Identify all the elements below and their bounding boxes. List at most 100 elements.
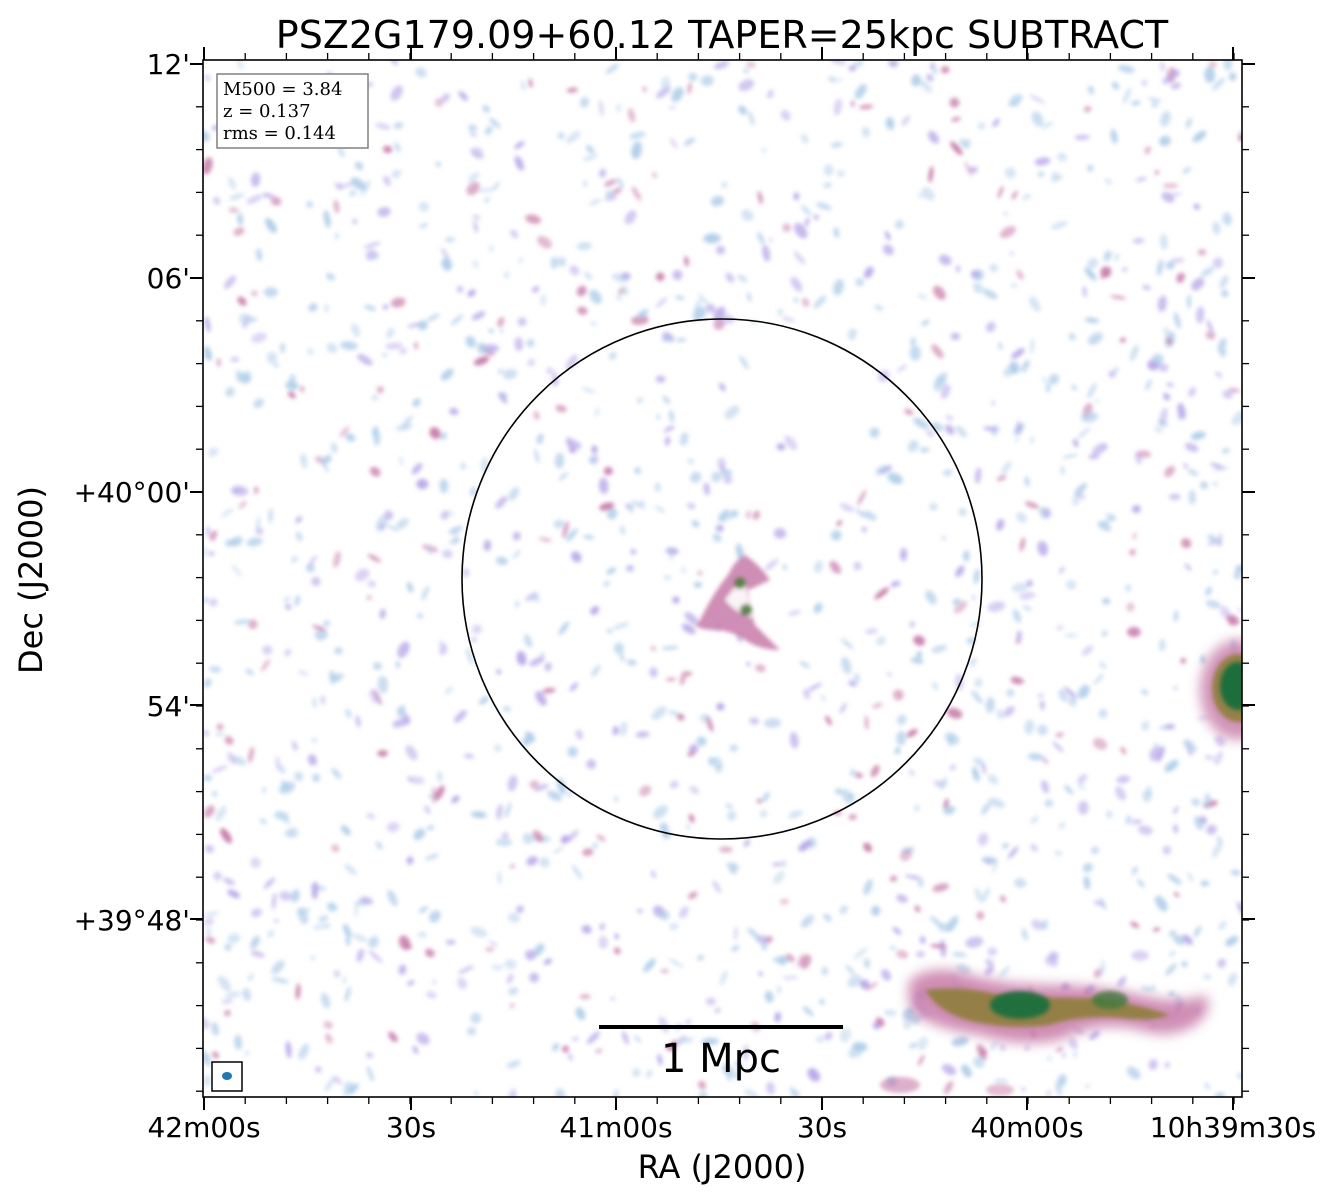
noise-speck [985, 321, 996, 333]
noise-speck [1237, 1073, 1242, 1079]
noise-speck [405, 745, 418, 761]
noise-speck [1054, 851, 1062, 856]
noise-speck [661, 646, 679, 650]
noise-speck [996, 709, 1005, 720]
noise-speck [366, 813, 375, 820]
noise-speck [217, 975, 231, 992]
noise-speck [344, 986, 351, 1002]
noise-speck [1213, 569, 1219, 575]
noise-speck [439, 478, 449, 494]
noise-speck [713, 60, 730, 70]
noise-speck [1037, 724, 1048, 736]
noise-speck [412, 1045, 419, 1055]
noise-speck [505, 802, 512, 818]
noise-speck [833, 227, 840, 238]
noise-speck [794, 222, 808, 239]
noise-speck [875, 1017, 885, 1027]
noise-speck [1108, 370, 1116, 378]
noise-speck [334, 647, 343, 655]
noise-speck [857, 489, 867, 506]
noise-speck [1052, 741, 1064, 753]
noise-speck [409, 776, 425, 785]
noise-speck [575, 1007, 586, 1020]
noise-speck [984, 965, 995, 976]
noise-speck [716, 702, 725, 711]
noise-speck [453, 532, 458, 546]
noise-speck [499, 328, 504, 333]
noise-speck [698, 1080, 706, 1090]
noise-speck [1159, 233, 1168, 250]
noise-speck [614, 933, 620, 940]
noise-speck [1167, 991, 1176, 997]
noise-speck [1203, 793, 1212, 809]
noise-speck [1099, 661, 1107, 669]
noise-speck [351, 323, 360, 338]
noise-speck [853, 561, 862, 571]
noise-speck [382, 304, 389, 310]
noise-speck [814, 560, 823, 574]
noise-speck [369, 689, 381, 704]
noise-speck [735, 543, 744, 561]
noise-speck [209, 530, 218, 541]
info-box: M500 = 3.84 z = 0.137 rms = 0.144 [216, 73, 369, 149]
noise-speck [324, 1077, 335, 1092]
noise-speck [779, 898, 789, 905]
noise-speck [1087, 382, 1097, 399]
noise-speck [470, 926, 488, 938]
noise-speck [1169, 950, 1176, 957]
noise-speck [605, 190, 615, 198]
noise-speck [688, 72, 698, 82]
noise-speck [483, 539, 492, 552]
noise-speck [830, 142, 843, 148]
noise-speck [276, 756, 280, 770]
noise-speck [963, 138, 972, 147]
noise-speck [375, 123, 391, 130]
noise-speck [1156, 259, 1164, 276]
noise-speck [664, 436, 671, 446]
noise-speck [711, 471, 722, 483]
noise-speck [396, 705, 406, 717]
noise-speck [359, 896, 374, 905]
noise-speck [583, 535, 595, 540]
noise-speck [384, 510, 394, 521]
y-tick-label: +40°00' [74, 476, 190, 509]
noise-speck [605, 628, 613, 634]
noise-emission-layer [203, 60, 1242, 1097]
noise-speck [719, 970, 728, 986]
noise-speck [1024, 719, 1035, 735]
noise-speck [1041, 779, 1050, 794]
noise-speck [855, 509, 867, 518]
noise-speck [992, 425, 999, 429]
noise-speck [1027, 753, 1044, 761]
noise-speck [1159, 407, 1168, 425]
noise-speck [1151, 102, 1158, 108]
noise-speck [1211, 77, 1225, 91]
noise-speck [295, 531, 303, 542]
noise-speck [725, 1070, 732, 1082]
noise-speck [356, 948, 365, 963]
noise-speck [1048, 373, 1060, 385]
noise-speck [896, 731, 907, 746]
noise-speck [440, 368, 454, 381]
noise-speck [333, 673, 345, 680]
noise-speck [862, 510, 877, 521]
noise-speck [863, 842, 872, 853]
noise-speck [1090, 846, 1100, 855]
noise-speck [543, 958, 553, 965]
noise-speck [992, 118, 1000, 127]
noise-speck [821, 966, 829, 976]
noise-speck [1081, 645, 1094, 656]
noise-speck [1015, 639, 1021, 645]
noise-speck [651, 706, 667, 720]
noise-speck [1093, 900, 1105, 906]
noise-speck [449, 407, 459, 416]
noise-speck [294, 771, 304, 782]
noise-speck [407, 323, 420, 328]
noise-speck [429, 427, 441, 440]
noise-speck [248, 746, 255, 763]
noise-speck [719, 846, 733, 853]
noise-speck [215, 731, 225, 736]
noise-speck [1040, 700, 1045, 711]
noise-speck [473, 356, 489, 366]
noise-speck [624, 210, 637, 225]
